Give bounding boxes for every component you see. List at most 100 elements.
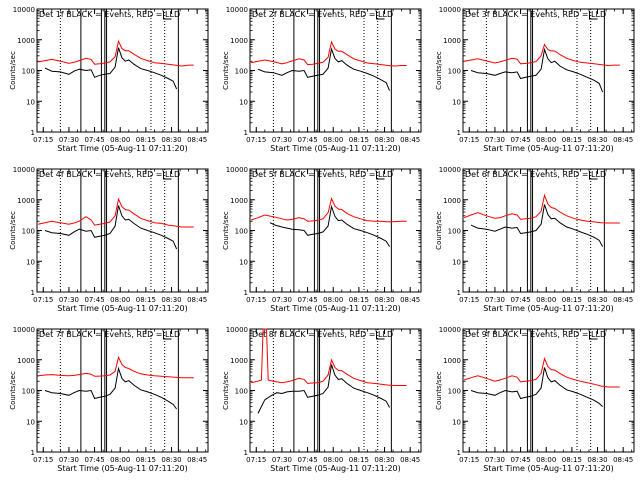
panel-title: Det 2f BLACK = Events, RED = LLD [252,10,393,19]
y-tick-label: 1000 [17,37,35,45]
x-axis-label: Start Time (05-Aug-11 07:11:20) [57,304,188,313]
x-tick-label: 07:30 [59,296,79,304]
y-axis-label: Counts/sec [435,211,443,250]
y-tick-label: 10 [26,418,35,426]
x-tick-label: 08:30 [374,456,394,464]
panel-title: Det 1f BLACK = Events, RED = LLD [39,10,180,19]
x-tick-label: 07:45 [297,296,317,304]
events-series-line [470,47,604,93]
y-tick-label: 100 [448,388,461,396]
y-tick-label: 100 [22,68,35,76]
x-tick-label: 08:30 [161,456,181,464]
x-tick-label: 08:45 [400,296,420,304]
x-tick-label: 07:45 [84,456,104,464]
y-axis-label: Counts/sec [222,371,230,410]
x-tick-label: 07:15 [459,136,479,144]
y-tick-label: 10000 [226,6,248,14]
y-tick-label: 1000 [443,357,461,365]
x-tick-label: 07:45 [84,136,104,144]
events-series-line [269,204,391,247]
x-tick-label: 08:15 [136,296,156,304]
detector-panel: Det 5f BLACK = Events, RED = LLD 1 10 100 10… [222,166,422,313]
x-tick-label: 07:15 [459,296,479,304]
x-tick-label: 08:15 [349,456,369,464]
y-tick-label: 1000 [230,197,248,205]
panel-title: Det 4f BLACK = Events, RED = LLD [39,170,180,179]
x-axis-label: Start Time (05-Aug-11 07:11:20) [270,144,401,153]
x-tick-label: 08:00 [110,296,130,304]
corner-marker [376,331,385,340]
x-tick-label: 07:30 [59,456,79,464]
x-tick-label: 08:30 [587,296,607,304]
y-tick-label: 10 [239,98,248,106]
y-axis-label: Counts/sec [222,211,230,250]
x-tick-label: 08:45 [613,296,633,304]
corner-marker [376,171,385,180]
y-tick-label: 1000 [443,197,461,205]
events-series-line [257,364,391,414]
panel-title: Det 7f BLACK = Events, RED = LLD [39,330,180,339]
lld-series-line [38,355,194,379]
x-axis-label: Start Time (05-Aug-11 07:11:20) [57,464,188,473]
x-axis-label: Start Time (05-Aug-11 07:11:20) [270,304,401,313]
detector-panel: Det 4f BLACK = Events, RED = LLD 1 10 100 10… [9,166,209,313]
y-axis-label: Counts/sec [435,371,443,410]
panel-title: Det 3f BLACK = Events, RED = LLD [465,10,606,19]
y-tick-label: 10000 [439,6,461,14]
x-tick-label: 07:45 [510,136,530,144]
x-tick-label: 08:15 [136,456,156,464]
lld-series-line [250,40,407,67]
y-axis-label: Counts/sec [435,51,443,90]
x-tick-label: 08:00 [536,136,556,144]
events-series-line [44,205,178,250]
x-tick-label: 07:30 [485,456,505,464]
y-tick-label: 10 [452,98,461,106]
x-tick-label: 07:30 [272,136,292,144]
x-tick-label: 07:45 [297,456,317,464]
x-tick-label: 07:15 [33,136,53,144]
x-tick-label: 07:45 [510,456,530,464]
corner-marker [589,331,598,340]
y-tick-label: 10 [239,418,248,426]
x-tick-label: 08:00 [110,456,130,464]
x-tick-label: 08:15 [136,136,156,144]
x-tick-label: 08:30 [374,296,394,304]
y-tick-label: 1000 [443,37,461,45]
x-tick-label: 08:45 [613,136,633,144]
lld-series-line [250,196,407,223]
x-tick-label: 08:30 [587,456,607,464]
x-tick-label: 08:30 [161,136,181,144]
y-tick-label: 1000 [17,357,35,365]
events-series-line [44,47,178,90]
events-series-line [470,204,604,247]
x-tick-label: 08:45 [187,296,207,304]
y-tick-label: 1 [31,449,35,457]
x-tick-label: 08:00 [110,136,130,144]
corner-marker [163,11,172,20]
y-tick-label: 100 [235,68,248,76]
y-tick-label: 10 [26,98,35,106]
panel-title: Det 9f BLACK = Events, RED = LLD [465,330,606,339]
detector-panel: Det 6f BLACK = Events, RED = LLD 1 10 100 10… [435,166,635,313]
x-tick-label: 08:15 [562,296,582,304]
lld-series-line [38,39,194,67]
y-tick-label: 100 [448,68,461,76]
lld-series-line [37,197,194,228]
x-tick-label: 07:30 [485,296,505,304]
corner-marker [163,171,172,180]
x-tick-label: 08:00 [536,456,556,464]
y-tick-label: 1 [244,129,248,137]
events-series-line [44,366,177,410]
y-tick-label: 1 [457,449,461,457]
y-tick-label: 10000 [439,166,461,174]
y-tick-label: 100 [22,388,35,396]
y-tick-label: 1 [457,129,461,137]
y-tick-label: 1000 [17,197,35,205]
x-tick-label: 08:15 [562,456,582,464]
y-tick-label: 100 [22,228,35,236]
y-tick-label: 100 [235,388,248,396]
x-axis-label: Start Time (05-Aug-11 07:11:20) [57,144,188,153]
y-tick-label: 100 [235,228,248,236]
x-tick-label: 08:45 [187,136,207,144]
x-tick-label: 07:15 [246,456,266,464]
